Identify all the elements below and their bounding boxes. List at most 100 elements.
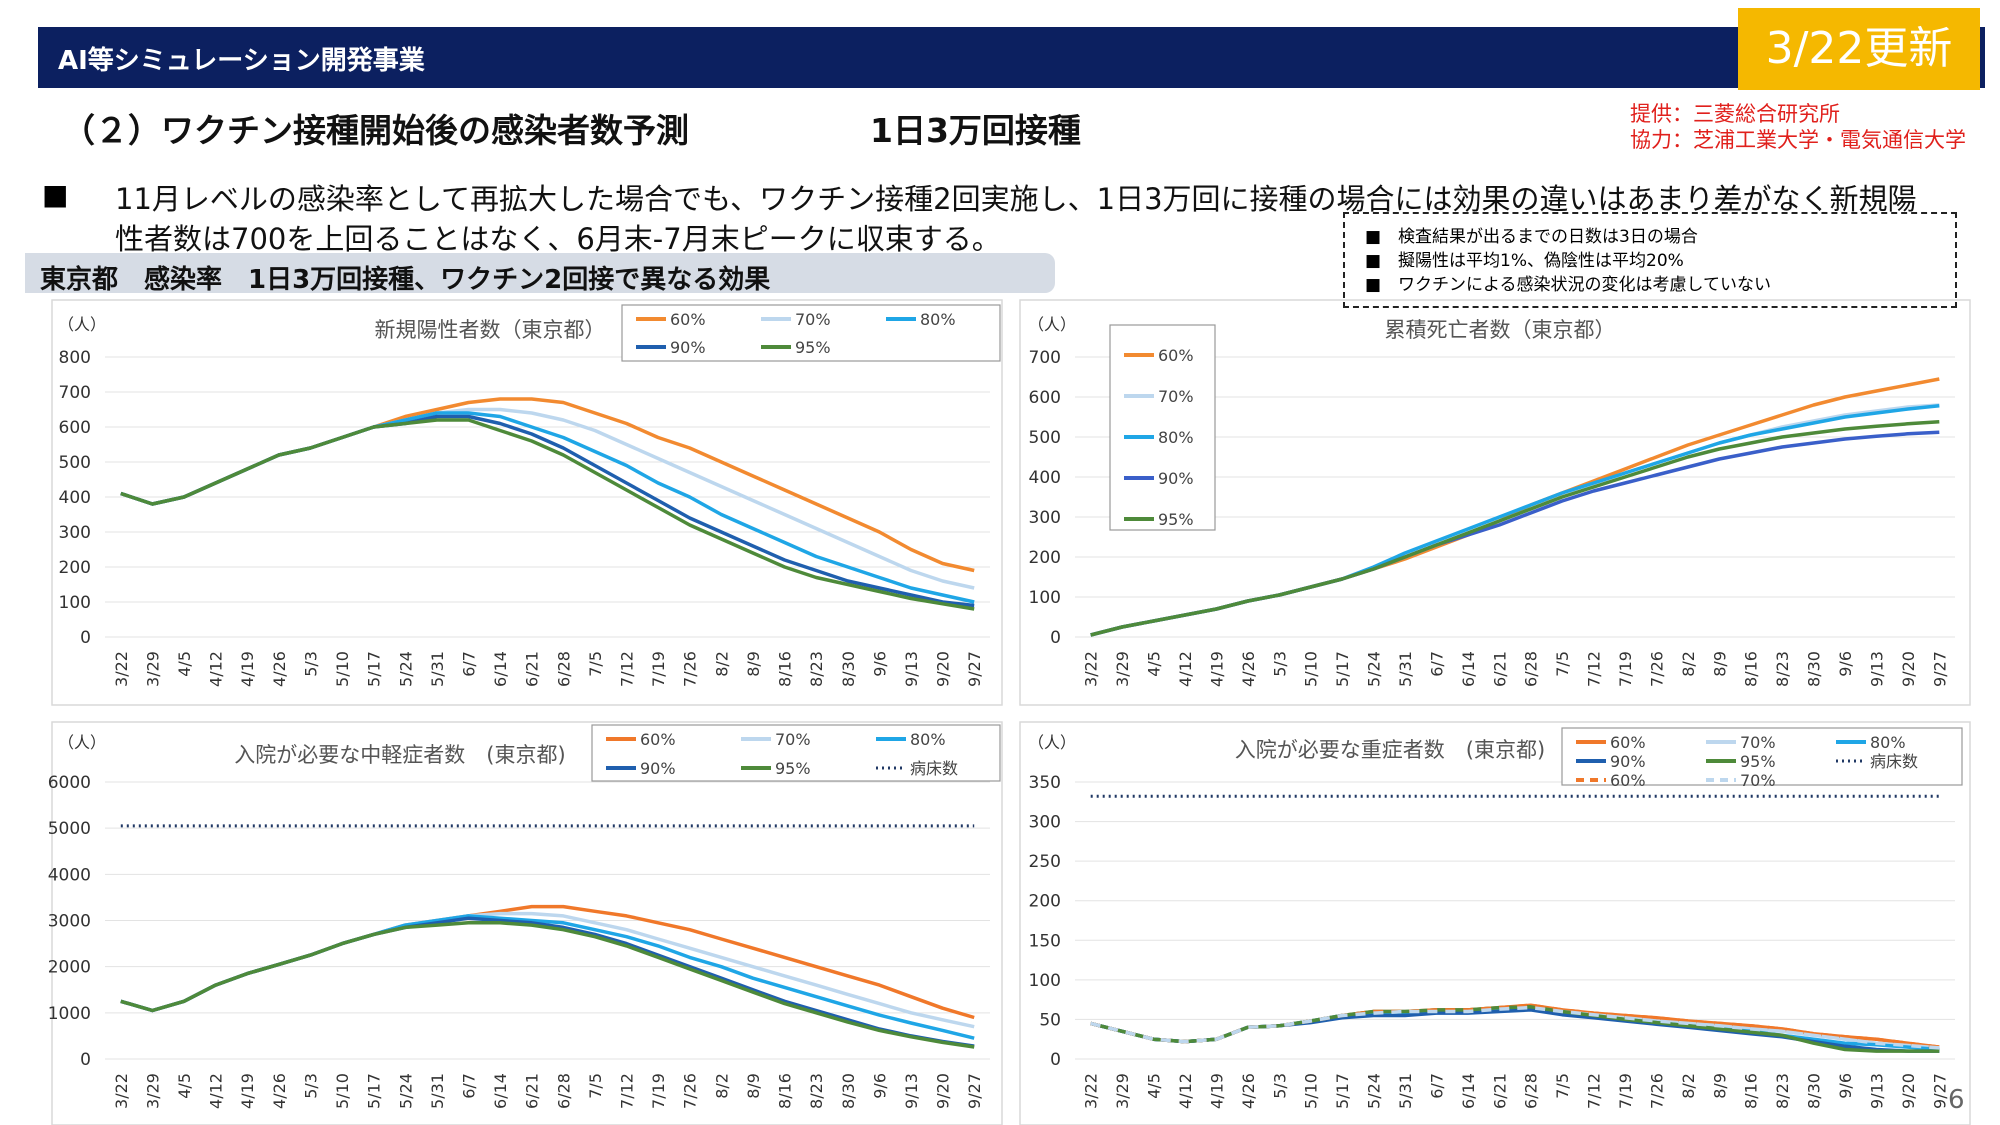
y-tick-label: 500 (59, 453, 91, 473)
x-tick-label: 6/7 (1427, 651, 1446, 677)
x-tick-label: 3/29 (1113, 1073, 1132, 1109)
x-tick-label: 9/20 (1899, 1073, 1918, 1109)
x-tick-label: 5/24 (396, 1073, 415, 1109)
x-tick-label: 6/7 (459, 651, 478, 677)
x-tick-label: 7/19 (649, 651, 668, 687)
y-tick-label: 1000 (48, 1004, 91, 1024)
y-tick-label: 400 (59, 488, 91, 508)
source: 提供：三菱総合研究所 (1630, 102, 1840, 126)
x-tick-label: 7/19 (1616, 1073, 1635, 1109)
x-tick-label: 8/16 (1742, 651, 1761, 687)
x-tick-label: 6/28 (1522, 1073, 1541, 1109)
x-tick-label: 8/30 (1805, 651, 1824, 687)
series-line (1090, 420, 1940, 637)
y-axis-label: （人） (58, 315, 106, 334)
x-tick-label: 9/6 (870, 651, 889, 677)
legend-box (591, 724, 1001, 782)
bullet: ■ (42, 178, 69, 211)
y-tick-label: 6000 (48, 773, 91, 793)
series-line (120, 397, 975, 573)
x-tick-label: 5/31 (428, 651, 447, 687)
x-tick-label: 9/20 (1899, 651, 1918, 687)
x-tick-label: 3/22 (1082, 651, 1101, 687)
series-line (120, 904, 975, 1020)
x-tick-label: 5/3 (1270, 1073, 1289, 1099)
chart-panel (51, 721, 1003, 1125)
x-tick-label: 4/19 (1207, 651, 1226, 687)
y-tick-label: 0 (80, 628, 91, 648)
x-tick-label: 9/27 (1930, 1073, 1949, 1109)
legend-label: 90% (1610, 752, 1646, 771)
x-tick-label: 6/21 (1490, 1073, 1509, 1109)
x-tick-label: 8/16 (776, 651, 795, 687)
y-tick-label: 200 (1029, 892, 1061, 912)
header-title: AI等シミュレーション開発事業 (58, 46, 425, 76)
y-tick-label: 300 (1029, 508, 1061, 528)
y-tick-label: 250 (1029, 852, 1061, 872)
series-line (1090, 1003, 1940, 1049)
legend-box (1109, 324, 1216, 531)
x-tick-label: 5/10 (1302, 651, 1321, 687)
y-axis-label: （人） (58, 733, 106, 752)
chart-title: 入院が必要な中軽症者数 (東京都) (234, 743, 565, 767)
x-tick-label: 4/26 (1239, 1073, 1258, 1109)
x-tick-label: 7/12 (618, 651, 637, 687)
x-tick-label: 7/5 (586, 651, 605, 677)
x-tick-label: 8/2 (712, 651, 731, 677)
x-tick-label: 6/14 (1459, 1073, 1478, 1109)
y-tick-label: 2000 (48, 958, 91, 978)
x-tick-label: 6/28 (554, 1073, 573, 1109)
x-tick-label: 4/5 (175, 1073, 194, 1099)
y-tick-label: 3000 (48, 912, 91, 932)
chart-title: 入院が必要な重症者数 (東京都) (1235, 738, 1545, 762)
y-tick-label: 500 (1029, 428, 1061, 448)
x-tick-label: 5/10 (1302, 1073, 1321, 1109)
legend-label: 70% (795, 310, 831, 329)
x-tick-label: 8/23 (807, 1073, 826, 1109)
x-tick-label: 5/17 (1333, 1073, 1352, 1109)
y-tick-label: 0 (1050, 1050, 1061, 1070)
legend-label: 70% (1158, 387, 1194, 406)
x-tick-label: 9/27 (965, 1073, 984, 1109)
legend-label: 90% (670, 338, 706, 357)
x-tick-label: 9/13 (902, 651, 921, 687)
legend-label: 95% (1740, 752, 1776, 771)
x-tick-label: 8/9 (744, 651, 763, 677)
x-tick-label: 4/26 (270, 651, 289, 687)
x-tick-label: 9/27 (1930, 651, 1949, 687)
x-tick-label: 8/23 (807, 651, 826, 687)
x-tick-label: 4/19 (238, 1073, 257, 1109)
x-tick-label: 3/22 (112, 1073, 131, 1109)
x-tick-label: 5/31 (1396, 651, 1415, 687)
x-tick-label: 7/12 (1585, 651, 1604, 687)
x-tick-label: 8/23 (1773, 1073, 1792, 1109)
x-tick-label: 8/16 (776, 1073, 795, 1109)
series-line (1090, 1005, 1940, 1050)
x-tick-label: 3/22 (112, 651, 131, 687)
y-tick-label: 0 (1050, 628, 1061, 648)
x-tick-label: 7/12 (618, 1073, 637, 1109)
x-tick-label: 9/6 (1836, 1073, 1855, 1099)
x-tick-label: 4/19 (238, 651, 257, 687)
x-tick-label: 7/12 (1585, 1073, 1604, 1109)
legend-label: 60% (640, 730, 676, 749)
source: 協力：芝浦工業大学・電気通信大学 (1630, 128, 1966, 152)
series-line (120, 414, 975, 608)
legend-label: 95% (775, 759, 811, 778)
x-tick-label: 5/24 (1365, 651, 1384, 687)
x-tick-label: 4/5 (1145, 651, 1164, 677)
x-tick-label: 5/24 (1365, 1073, 1384, 1109)
x-tick-label: 8/30 (1805, 1073, 1824, 1109)
x-tick-label: 3/29 (1113, 651, 1132, 687)
y-tick-label: 800 (59, 348, 91, 368)
series-line (120, 418, 975, 611)
y-tick-label: 100 (1029, 588, 1061, 608)
series-line (1090, 1008, 1940, 1053)
x-tick-label: 5/3 (301, 651, 320, 677)
y-tick-label: 100 (59, 593, 91, 613)
x-tick-label: 9/6 (1836, 651, 1855, 677)
legend-label: 95% (1158, 510, 1194, 529)
x-tick-label: 5/3 (1270, 651, 1289, 677)
x-tick-label: 9/20 (934, 1073, 953, 1109)
x-tick-label: 4/19 (1207, 1073, 1226, 1109)
